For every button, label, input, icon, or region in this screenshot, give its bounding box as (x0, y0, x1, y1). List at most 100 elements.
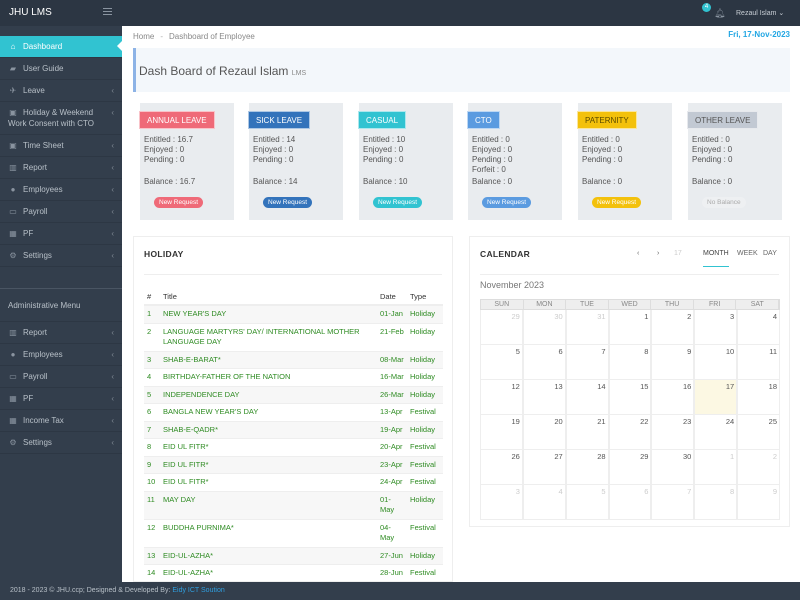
calendar-day[interactable]: 11 (737, 345, 781, 380)
calendar-day[interactable]: 25 (737, 415, 781, 450)
calendar-week: 26 27 28 29 30 1 2 (480, 450, 781, 485)
calendar-day[interactable]: 14 (565, 380, 609, 415)
holiday-cell: Holiday (407, 322, 443, 351)
app-logo[interactable]: JHU LMS (9, 7, 52, 18)
leave-stats: Entitled : 0 Enjoyed : 0 Pending : 0 (692, 135, 732, 165)
calendar-day[interactable]: 18 (737, 380, 781, 415)
calendar-day[interactable]: 19 (480, 415, 523, 450)
calendar-day[interactable]: 6 (522, 345, 566, 380)
table-row: 5 INDEPENDENCE DAY 26-Mar Holiday (144, 385, 443, 404)
calendar-day[interactable]: 8 (694, 485, 738, 520)
bar-chart-icon: ▥ (9, 328, 17, 337)
user-menu[interactable]: Rezaul Islam ⌄ (736, 9, 784, 17)
calendar-day[interactable]: 30 (522, 310, 566, 345)
next-button[interactable]: › (657, 250, 660, 257)
calendar-day[interactable]: 3 (694, 310, 738, 345)
calendar-day[interactable]: 28 (565, 450, 609, 485)
calendar-day[interactable]: 1 (608, 310, 652, 345)
calendar-day[interactable]: 9 (737, 485, 781, 520)
sidebar-item-payroll[interactable]: ▭ Payroll ‹ (0, 366, 122, 388)
sidebar-item-user-guide[interactable]: ▰ User Guide (0, 58, 122, 80)
leave-balance: Balance : 14 (253, 177, 298, 186)
sidebar-item-income-tax[interactable]: ▦ Income Tax ‹ (0, 410, 122, 432)
calendar-day[interactable]: 13 (522, 380, 566, 415)
today-button[interactable]: 17 (674, 250, 682, 257)
calendar-day[interactable]: 5 (565, 485, 609, 520)
tab-week[interactable]: WEEK (737, 250, 758, 257)
calendar-day[interactable]: 31 (565, 310, 609, 345)
calendar-day[interactable]: 22 (608, 415, 652, 450)
holiday-cell: Holiday (407, 368, 443, 386)
calendar-day[interactable]: 4 (737, 310, 781, 345)
new-request-button[interactable]: New Request (154, 197, 204, 208)
calendar-day[interactable]: 21 (565, 415, 609, 450)
calendar-day[interactable]: 6 (608, 485, 652, 520)
calendar-check-icon: ▣ (9, 141, 17, 150)
calendar-day[interactable]: 1 (694, 450, 738, 485)
table-row: 4 BIRTHDAY-FATHER OF THE NATION 16-Mar Holi… (144, 368, 443, 386)
chevron-left-icon: ‹ (111, 185, 114, 194)
sidebar-item-report[interactable]: ▥ Report ‹ (0, 322, 122, 344)
calendar-day[interactable]: 9 (651, 345, 695, 380)
calendar-day[interactable]: 16 (651, 380, 695, 415)
holiday-cell: NEW YEAR'S DAY (160, 304, 377, 323)
money-icon: ▭ (9, 372, 17, 381)
leave-card-annual-leave: ANNUAL LEAVE Entitled : 16.7 Enjoyed : 0 Pe… (139, 103, 234, 220)
menu-toggle-icon[interactable] (103, 8, 112, 15)
holiday-cell: 11 (144, 490, 160, 519)
calendar-day[interactable]: 17 (694, 380, 738, 415)
sidebar-item-pf[interactable]: ▦ PF ‹ (0, 223, 122, 245)
calendar-day[interactable]: 26 (480, 450, 523, 485)
calendar-day[interactable]: 29 (480, 310, 523, 345)
calendar-day[interactable]: 29 (608, 450, 652, 485)
calendar-day[interactable]: 7 (565, 345, 609, 380)
sidebar-item-payroll[interactable]: ▭ Payroll ‹ (0, 201, 122, 223)
calendar-day[interactable]: 5 (480, 345, 523, 380)
sidebar-item-pf[interactable]: ▦ PF ‹ (0, 388, 122, 410)
calendar-day[interactable]: 23 (651, 415, 695, 450)
new-request-button[interactable]: New Request (482, 197, 532, 208)
sidebar-item-leave[interactable]: ✈ Leave ‹ (0, 80, 122, 102)
table-row: 3 SHAB-E-BARAT* 08-Mar Holiday (144, 350, 443, 369)
sidebar-item-report[interactable]: ▥ Report ‹ (0, 157, 122, 179)
footer: 2018 - 2023 © JHU.ccp; Designed & Develo… (0, 582, 800, 600)
sidebar-item-label: Leave (23, 86, 45, 95)
bell-icon[interactable]: 🔔︎ (714, 8, 726, 18)
calendar-day[interactable]: 27 (522, 450, 566, 485)
holiday-cell: 4 (144, 368, 160, 386)
holiday-cell: 27-Jun (377, 546, 407, 565)
developer-link[interactable]: Eidy ICT Soution (172, 587, 225, 594)
calendar-day[interactable]: 12 (480, 380, 523, 415)
sidebar-item-employees[interactable]: ● Employees ‹ (0, 344, 122, 366)
sidebar-item-settings[interactable]: ⚙ Settings ‹ (0, 432, 122, 454)
calendar-day[interactable]: 3 (480, 485, 523, 520)
calendar-day[interactable]: 20 (522, 415, 566, 450)
calendar-day[interactable]: 2 (737, 450, 781, 485)
sidebar-divider (0, 288, 122, 289)
calendar-day[interactable]: 10 (694, 345, 738, 380)
tab-day[interactable]: DAY (763, 250, 777, 257)
calendar-day[interactable]: 8 (608, 345, 652, 380)
sidebar-item-dashboard[interactable]: ⌂ Dashboard (0, 36, 122, 58)
new-request-button[interactable]: New Request (592, 197, 642, 208)
calendar-day[interactable]: 30 (651, 450, 695, 485)
leave-stat: Pending : 0 (363, 155, 404, 164)
new-request-button[interactable]: New Request (373, 197, 423, 208)
prev-button[interactable]: ‹ (637, 250, 640, 257)
leave-stats: Entitled : 10 Enjoyed : 0 Pending : 0 (363, 135, 405, 165)
sidebar-item-settings[interactable]: ⚙ Settings ‹ (0, 245, 122, 267)
table-row: 13 EID-UL-AZHA* 27-Jun Holiday (144, 546, 443, 565)
calendar-day[interactable]: 4 (522, 485, 566, 520)
holiday-cell: 01-May (377, 490, 407, 519)
sidebar-item-holiday-weekend-work-consent-with-cto[interactable]: ▣ Holiday & Weekend Work Consent with CTO… (0, 102, 122, 135)
sidebar-item-employees[interactable]: ● Employees ‹ (0, 179, 122, 201)
new-request-button[interactable]: New Request (263, 197, 313, 208)
sidebar-item-time-sheet[interactable]: ▣ Time Sheet ‹ (0, 135, 122, 157)
calendar-day[interactable]: 7 (651, 485, 695, 520)
breadcrumb-home[interactable]: Home (133, 32, 155, 41)
calendar-day[interactable]: 24 (694, 415, 738, 450)
calendar-day[interactable]: 2 (651, 310, 695, 345)
tab-month[interactable]: MONTH (703, 250, 729, 267)
calendar-day[interactable]: 15 (608, 380, 652, 415)
sidebar-item-label: Settings (23, 438, 52, 447)
